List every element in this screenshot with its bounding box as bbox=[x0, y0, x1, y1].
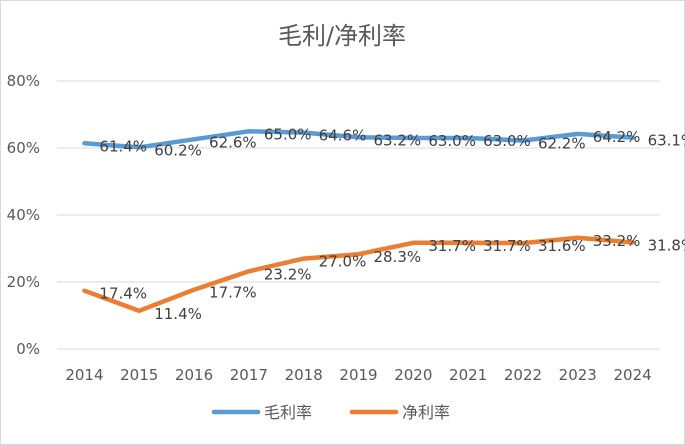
data-label: 63.0% bbox=[428, 132, 476, 150]
data-label: 31.7% bbox=[428, 237, 476, 255]
y-tick-label: 40% bbox=[7, 206, 40, 224]
data-label: 64.2% bbox=[593, 128, 641, 146]
data-label: 31.7% bbox=[483, 237, 531, 255]
y-tick-label: 0% bbox=[16, 340, 40, 358]
series-line-1 bbox=[82, 235, 635, 314]
y-tick-label: 20% bbox=[7, 273, 40, 291]
data-label: 62.2% bbox=[538, 135, 586, 153]
x-tick-label: 2018 bbox=[285, 366, 323, 384]
data-label: 63.2% bbox=[374, 131, 422, 149]
data-label: 60.2% bbox=[154, 141, 202, 159]
gridlines bbox=[57, 80, 660, 350]
x-tick-label: 2016 bbox=[175, 366, 213, 384]
series-line-0 bbox=[82, 129, 635, 150]
data-label: 17.7% bbox=[209, 284, 257, 302]
x-axis: 2014 2015 2016 2017 2018 2019 2020 2021 2022 2023… bbox=[65, 366, 651, 384]
x-tick-label: 2019 bbox=[339, 366, 377, 384]
data-label: 61.4% bbox=[99, 137, 147, 155]
data-labels: 61.4% 60.2% 62.6% 65.0% 64.6% 63.2% 63.0% 63.0%… bbox=[99, 125, 685, 323]
data-label: 17.4% bbox=[99, 285, 147, 303]
data-label: 27.0% bbox=[319, 253, 367, 271]
legend: 毛利率 净利率 bbox=[211, 403, 450, 422]
data-label: 64.6% bbox=[319, 127, 367, 145]
y-tick-label: 60% bbox=[7, 139, 40, 157]
legend-label: 净利率 bbox=[402, 403, 450, 422]
x-tick-label: 2021 bbox=[449, 366, 487, 384]
x-tick-label: 2023 bbox=[559, 366, 597, 384]
x-tick-label: 2014 bbox=[65, 366, 103, 384]
data-label: 23.2% bbox=[264, 265, 312, 283]
legend-label: 毛利率 bbox=[264, 403, 312, 422]
series-lines bbox=[82, 129, 635, 314]
data-label: 31.8% bbox=[648, 236, 685, 254]
data-label: 33.2% bbox=[593, 232, 641, 250]
data-label: 63.1% bbox=[648, 132, 685, 150]
y-tick-label: 80% bbox=[7, 72, 40, 90]
data-label: 62.6% bbox=[209, 133, 257, 151]
data-label: 11.4% bbox=[154, 305, 202, 323]
x-tick-label: 2022 bbox=[504, 366, 542, 384]
data-label: 63.0% bbox=[483, 132, 531, 150]
data-label: 65.0% bbox=[264, 125, 312, 143]
data-label: 31.6% bbox=[538, 237, 586, 255]
data-label: 28.3% bbox=[374, 248, 422, 266]
x-tick-label: 2015 bbox=[120, 366, 158, 384]
y-axis: 0% 20% 40% 60% 80% bbox=[7, 72, 40, 358]
x-tick-label: 2020 bbox=[394, 366, 432, 384]
chart-title: 毛利/净利率 bbox=[278, 22, 406, 50]
x-tick-label: 2024 bbox=[613, 366, 651, 384]
x-tick-label: 2017 bbox=[230, 366, 268, 384]
